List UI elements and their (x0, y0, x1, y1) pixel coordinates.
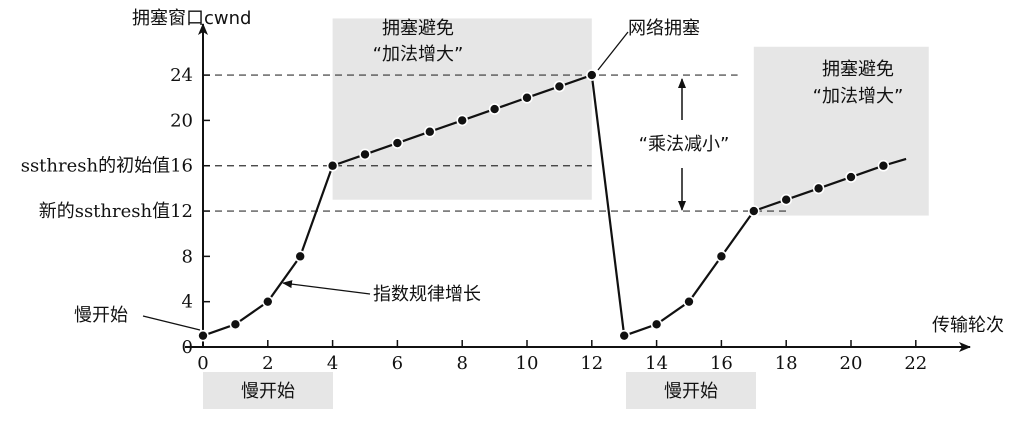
slow-start-phase-label-1: 慢开始 (241, 381, 295, 402)
y-tick-label-16: ssthresh的初始值16 (21, 156, 193, 177)
x-tick-label-10: 10 (516, 353, 539, 374)
cwnd-point-round-21 (877, 159, 890, 172)
y-tick-label-8: 8 (182, 246, 193, 267)
cwnd-point-round-13 (618, 329, 631, 342)
x-tick-label-12: 12 (580, 353, 603, 374)
x-tick-label-4: 4 (327, 353, 338, 374)
cwnd-point-round-3 (294, 250, 307, 263)
slow-start-pointer (142, 315, 201, 331)
slow-start-phase-box-2 (626, 372, 756, 409)
cwnd-point-round-11 (553, 80, 566, 93)
congestion-avoidance-label-2: 拥塞避免 (822, 59, 894, 80)
y-tick-label-20: 20 (170, 110, 193, 131)
x-tick-label-0: 0 (197, 353, 208, 374)
x-tick-label-2: 2 (262, 353, 273, 374)
cwnd-point-round-9 (488, 103, 501, 115)
reference-lines (203, 74, 787, 212)
congestion-avoidance-region-2 (753, 46, 929, 216)
slow-start-phase-label-2: 慢开始 (664, 381, 718, 402)
cwnd-point-round-10 (521, 91, 533, 104)
cwnd-point-round-7 (423, 125, 436, 138)
y-axis-title: 拥塞窗口cwnd (132, 8, 251, 29)
multiplicative-decrease-label: “乘法减小” (639, 134, 730, 155)
congestion-avoidance-sublabel-1: “加法增大” (373, 44, 464, 65)
congestion-avoidance-label-1: 拥塞避免 (382, 18, 454, 39)
slow-start-phase-box-1 (203, 372, 333, 409)
slow-start-marker-label: 慢开始 (74, 305, 128, 326)
cwnd-series (197, 69, 907, 342)
network-congestion-pointer (597, 31, 629, 71)
cwnd-point-round-17 (747, 205, 760, 217)
cwnd-point-round-14 (650, 318, 663, 331)
x-tick-label-8: 8 (456, 353, 467, 374)
y-tick-label-0: 0 (182, 337, 193, 358)
x-tick-label-14: 14 (645, 353, 668, 374)
cwnd-point-round-0 (197, 329, 209, 342)
phase-regions (332, 18, 929, 216)
x-axis-title: 传输轮次 (932, 315, 1004, 336)
cwnd-point-round-8 (456, 114, 469, 127)
cwnd-point-round-19 (812, 182, 825, 195)
cwnd-point-round-6 (391, 137, 404, 149)
cwnd-point-round-16 (715, 250, 728, 263)
cwnd-point-round-18 (780, 193, 793, 206)
cwnd-point-round-20 (845, 171, 857, 183)
cwnd-point-round-2 (261, 295, 274, 308)
y-tick-label-12: 新的ssthresh值12 (39, 201, 193, 222)
exponential-growth-pointer (282, 280, 371, 295)
cwnd-point-round-15 (683, 295, 695, 308)
x-tick-label-20: 20 (840, 353, 863, 374)
congestion-avoidance-region-1 (332, 18, 592, 200)
x-tick-label-16: 16 (710, 353, 733, 374)
cwnd-point-round-1 (229, 318, 242, 331)
cwnd-point-round-4 (326, 159, 339, 172)
x-tick-label-18: 18 (775, 353, 798, 374)
exponential-growth-label: 指数规律增长 (373, 284, 481, 305)
congestion-avoidance-sublabel-2: “加法增大” (813, 86, 904, 107)
axis-ticks: 0 2 4 6 8 10 12 14 16 18 20 22048新的ssthresh值12ssthr… (21, 65, 928, 374)
y-tick-label-24: 24 (170, 65, 193, 86)
network-congestion-label: 网络拥塞 (628, 18, 700, 39)
x-tick-label-22: 22 (904, 353, 927, 374)
x-tick-label-6: 6 (392, 353, 403, 374)
cwnd-point-round-5 (359, 148, 371, 161)
y-tick-label-4: 4 (182, 292, 193, 313)
cwnd-point-round-12 (585, 69, 598, 81)
